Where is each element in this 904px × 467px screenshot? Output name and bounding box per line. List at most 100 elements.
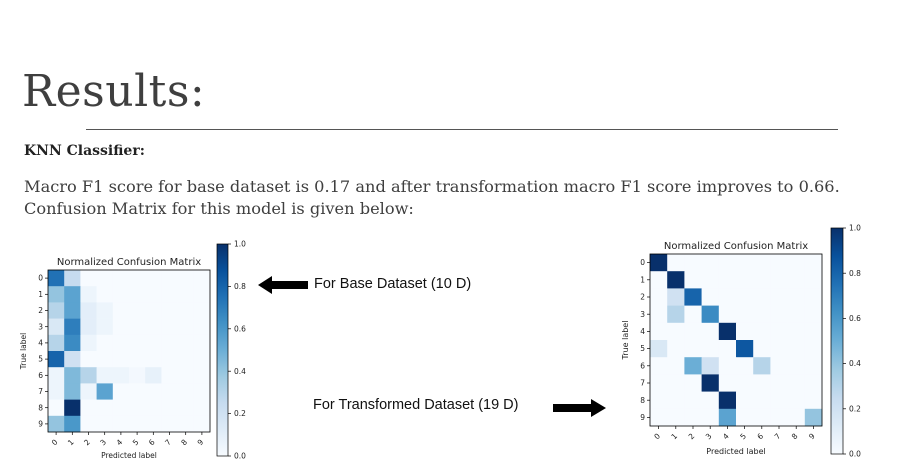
matrix-cell [650,340,668,358]
chart-title: Normalized Confusion Matrix [57,257,201,268]
y-tick-label: 3 [640,310,645,319]
matrix-cell [193,334,211,352]
x-tick-label: 2 [82,437,92,447]
x-tick-label: 5 [738,431,748,441]
matrix-cell [96,270,114,287]
matrix-cell [753,288,771,306]
x-tick-label: 6 [755,431,765,441]
matrix-cell [161,302,178,319]
matrix-cell [650,322,668,341]
matrix-cell [96,351,114,368]
matrix-cell [177,334,195,352]
matrix-cell [145,415,162,433]
matrix-cell [177,302,195,319]
matrix-cell [787,357,806,375]
matrix-cell [48,383,65,400]
matrix-cell [161,367,178,384]
matrix-cell [667,340,685,358]
left-arrow-icon [258,276,308,294]
matrix-cell [684,391,702,410]
y-tick-label: 1 [640,275,645,284]
matrix-cell [64,351,81,368]
matrix-cell [145,318,162,336]
matrix-cell [96,383,114,400]
x-tick-label: 9 [196,437,206,447]
matrix-cell [718,288,737,306]
matrix-cell [96,334,114,352]
matrix-cell [753,408,771,427]
matrix-cell [804,391,823,410]
colorbar-tick-label: 0.2 [234,409,246,418]
matrix-cell [701,391,720,410]
x-tick-label: 6 [147,437,157,447]
results-line-1: Macro F1 score for base dataset is 0.17 … [24,177,840,196]
matrix-cell [804,288,823,306]
colorbar [830,227,844,455]
matrix-cell [112,383,130,400]
matrix-cell [753,305,771,324]
matrix-cell [112,415,130,433]
matrix-cell [787,374,806,392]
y-tick-label: 1 [38,290,43,299]
matrix-cell [753,254,771,272]
matrix-cell [667,408,685,427]
colorbar-tick-label: 1.0 [849,224,861,233]
y-axis-label: True label [19,333,28,370]
matrix-cell [804,305,823,324]
x-tick-label: 1 [66,437,76,447]
right-arrow-icon [553,399,606,417]
annotation-transformed-dataset: For Transformed Dataset (19 D) [313,397,519,413]
matrix-cell [701,322,720,341]
x-tick-label: 5 [131,437,141,447]
colorbar-tick-label: 0.8 [234,282,246,291]
x-tick-label: 9 [807,431,817,441]
matrix-cell [753,271,771,289]
y-tick-label: 2 [640,293,645,302]
x-tick-label: 8 [790,431,800,441]
matrix-cell [129,318,146,336]
matrix-cell [48,286,65,303]
x-tick-label: 0 [652,431,662,441]
matrix-cell [48,399,65,417]
matrix-cell [80,302,97,319]
matrix-cell [684,305,702,324]
y-tick-label: 4 [38,339,43,348]
matrix-cell [177,367,195,384]
matrix-cell [80,286,97,303]
matrix-cell [161,286,178,303]
matrix-cell [177,383,195,400]
x-axis-label: Predicted label [706,447,765,456]
y-tick-label: 7 [38,387,43,396]
matrix-cell [177,270,195,287]
matrix-cell [718,271,737,289]
colorbar-tick-label: 1.0 [234,240,246,249]
matrix-cell [787,288,806,306]
matrix-cell [64,399,81,417]
matrix-cell [193,286,211,303]
y-tick-label: 8 [640,396,645,405]
x-tick-label: 4 [721,431,731,441]
y-tick-label: 8 [38,403,43,412]
matrix-cell [96,399,114,417]
x-tick-label: 3 [704,431,714,441]
matrix-cell [48,270,65,287]
matrix-cell [667,322,685,341]
matrix-cell [80,334,97,352]
matrix-cell [736,357,754,375]
y-tick-label: 9 [640,413,645,422]
matrix-cell [684,288,702,306]
matrix-cell [112,367,130,384]
matrix-cell [145,367,162,384]
matrix-cell [736,374,754,392]
matrix-cell [804,408,823,427]
matrix-cell [161,334,178,352]
matrix-cell [145,302,162,319]
matrix-cell [650,305,668,324]
matrix-cell [753,340,771,358]
matrix-cell [804,322,823,341]
matrix-cell [667,305,685,324]
matrix-cell [129,351,146,368]
matrix-cell [770,408,788,427]
matrix-cell [161,383,178,400]
matrix-cell [145,351,162,368]
